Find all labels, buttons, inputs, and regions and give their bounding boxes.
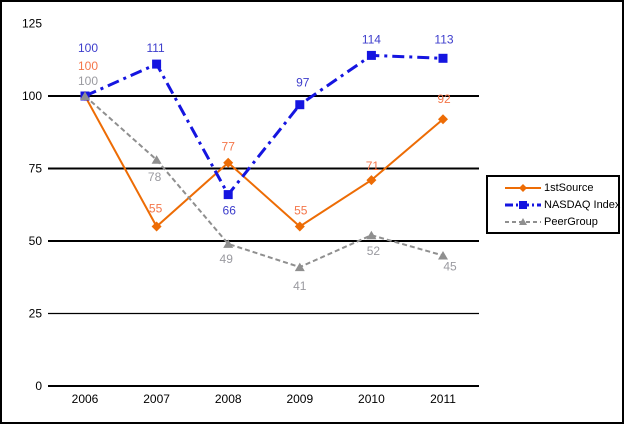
- data-label: 55: [149, 202, 163, 216]
- diamond-marker: [151, 221, 162, 232]
- series-line-1stsource: [84, 95, 444, 229]
- triangle-marker: [438, 251, 448, 260]
- y-tick-label: 100: [22, 89, 42, 103]
- data-label: 114: [362, 32, 381, 46]
- legend-label: PeerGroup: [544, 215, 598, 228]
- y-tick-label: 50: [29, 234, 43, 248]
- triangle-legend-sample-icon: [505, 217, 541, 225]
- data-label: 45: [443, 260, 457, 274]
- data-label: 92: [437, 92, 451, 106]
- x-tick-label: 2011: [430, 392, 456, 406]
- diamond-legend-sample-icon: [505, 183, 541, 192]
- square-marker: [438, 53, 448, 63]
- data-label: 71: [366, 159, 380, 173]
- series-line-nasdaq-index: [84, 53, 444, 198]
- square-marker: [152, 59, 162, 69]
- x-tick-label: 2006: [72, 392, 99, 406]
- legend-item-peergroup: PeerGroup: [505, 215, 618, 228]
- x-tick-label: 2010: [358, 392, 385, 406]
- square-legend-sample-icon: [505, 200, 541, 209]
- legend-label: 1stSource: [544, 181, 594, 194]
- x-tick-label: 2007: [143, 392, 170, 406]
- triangle-marker: [223, 239, 234, 248]
- data-label: 100: [78, 41, 98, 55]
- data-label: 66: [223, 204, 237, 218]
- y-tick-label: 125: [22, 17, 42, 31]
- triangle-marker: [151, 155, 162, 164]
- data-label: 113: [434, 32, 453, 46]
- square-marker: [366, 50, 376, 60]
- triangle-marker: [366, 230, 377, 240]
- data-label: 77: [222, 140, 236, 154]
- square-marker: [295, 100, 305, 110]
- series-line-peergroup: [84, 95, 444, 269]
- data-label: 78: [148, 170, 162, 184]
- diamond-marker: [366, 175, 377, 186]
- diamond-marker: [223, 157, 234, 168]
- triangle-marker: [294, 262, 305, 272]
- y-tick-label: 75: [29, 162, 43, 176]
- data-label: 41: [293, 279, 307, 293]
- diamond-marker: [294, 221, 305, 232]
- y-tick-label: 25: [29, 307, 43, 321]
- y-tick-label: 0: [35, 379, 42, 393]
- legend-item-1stsource: 1stSource: [505, 181, 618, 194]
- data-label: 55: [294, 204, 308, 218]
- square-marker: [223, 190, 233, 200]
- data-label: 97: [296, 76, 310, 90]
- diamond-marker: [438, 114, 448, 125]
- x-tick-label: 2008: [215, 392, 242, 406]
- data-label: 49: [220, 252, 234, 266]
- data-label: 100: [78, 59, 98, 73]
- data-label: 111: [146, 41, 165, 55]
- legend-label: NASDAQ Index: [544, 198, 621, 211]
- data-label: 52: [367, 244, 381, 258]
- legend-item-nasdaq-index: NASDAQ Index: [505, 198, 621, 211]
- x-tick-label: 2009: [286, 392, 313, 406]
- legend: 1stSource NASDAQ Index PeerGroup: [486, 175, 620, 234]
- triangle-marker: [80, 91, 90, 100]
- data-label: 100: [78, 74, 98, 88]
